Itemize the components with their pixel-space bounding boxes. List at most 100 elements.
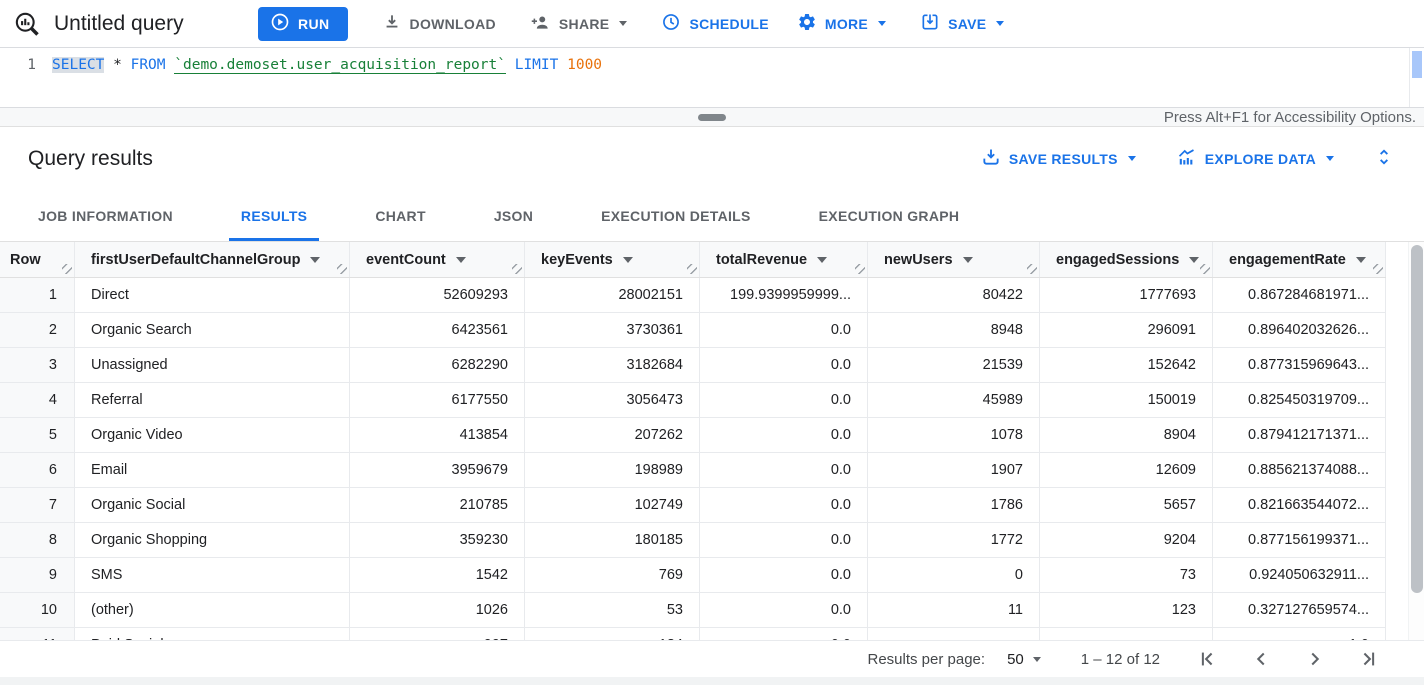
table-scrollbar-thumb[interactable]: [1411, 245, 1423, 593]
column-menu-caret-icon[interactable]: [1189, 256, 1200, 263]
tab-chart[interactable]: CHART: [375, 207, 426, 224]
query-magnifier-icon: [10, 10, 44, 38]
column-menu-caret-icon[interactable]: [622, 256, 633, 263]
table-cell: 80422: [868, 278, 1040, 312]
table-cell: 150019: [1040, 383, 1213, 417]
page-size-select[interactable]: 50: [1007, 651, 1041, 668]
table-cell: 0.867284681971...: [1213, 278, 1386, 312]
table-cell: 198989: [525, 453, 700, 487]
column-resize-handle[interactable]: [512, 264, 522, 274]
table-cell: 0.0: [700, 558, 868, 592]
tab-execution-details[interactable]: EXECUTION DETAILS: [601, 207, 751, 224]
chevron-down-icon: [996, 21, 1005, 26]
column-resize-handle[interactable]: [855, 264, 865, 274]
expand-results-button[interactable]: [1374, 147, 1394, 170]
editor-scrollbar-thumb[interactable]: [1412, 51, 1422, 78]
table-cell: 102749: [525, 488, 700, 522]
column-header-label: totalRevenue: [716, 251, 808, 268]
sql-token[interactable]: 1000: [567, 57, 603, 73]
sql-code-line[interactable]: SELECT * FROM `demo.demoset.user_acquisi…: [52, 55, 602, 75]
table-cell: [868, 628, 1040, 640]
sql-token[interactable]: LIMIT: [514, 57, 559, 73]
table-cell: (other): [75, 593, 350, 627]
row-number-cell: 3: [0, 348, 75, 382]
play-icon: [270, 12, 290, 35]
tab-job-information[interactable]: JOB INFORMATION: [38, 207, 173, 224]
results-title: Query results: [28, 146, 153, 170]
save-results-button[interactable]: SAVE RESULTS: [981, 147, 1136, 170]
table-cell: 152642: [1040, 348, 1213, 382]
schedule-button[interactable]: SCHEDULE: [661, 12, 769, 35]
column-menu-caret-icon[interactable]: [817, 256, 828, 263]
tab-json[interactable]: JSON: [493, 207, 534, 224]
horizontal-scrollbar-track[interactable]: [0, 677, 1424, 685]
table-cell: 1772: [868, 523, 1040, 557]
column-header-Row[interactable]: Row: [0, 242, 75, 277]
download-button[interactable]: DOWNLOAD: [382, 12, 496, 35]
tab-execution-graph[interactable]: EXECUTION GRAPH: [818, 207, 960, 224]
column-resize-handle[interactable]: [1200, 264, 1210, 274]
table-cell: 12609: [1040, 453, 1213, 487]
column-header-totalRevenue[interactable]: totalRevenue: [700, 242, 868, 277]
table-cell: 53: [525, 593, 700, 627]
table-cell: Referral: [75, 383, 350, 417]
sql-token[interactable]: `demo.demoset.user_acquisition_report`: [174, 57, 506, 74]
row-number-cell: 1: [0, 278, 75, 312]
table-scrollbar[interactable]: [1408, 242, 1424, 640]
table-cell: 199.9399959999...: [700, 278, 868, 312]
table-cell: 1026: [350, 593, 525, 627]
results-table: Row firstUserDefaultChannelGroup eventCoun…: [0, 242, 1424, 640]
column-resize-handle[interactable]: [1373, 264, 1383, 274]
column-resize-handle[interactable]: [687, 264, 697, 274]
column-header-firstUserDefaultChannelGroup[interactable]: firstUserDefaultChannelGroup: [75, 242, 350, 277]
table-cell: 0.821663544072...: [1213, 488, 1386, 522]
column-menu-caret-icon[interactable]: [310, 256, 321, 263]
table-cell: 134: [525, 628, 700, 640]
column-header-engagedSessions[interactable]: engagedSessions: [1040, 242, 1213, 277]
first-page-icon[interactable]: [1196, 648, 1218, 670]
sql-token[interactable]: [558, 57, 567, 73]
editor-scrollbar[interactable]: [1409, 48, 1424, 107]
sql-token[interactable]: *: [104, 57, 131, 73]
column-resize-handle[interactable]: [1027, 264, 1037, 274]
row-number-cell: 4: [0, 383, 75, 417]
table-cell: 73: [1040, 558, 1213, 592]
row-number-cell: 9: [0, 558, 75, 592]
column-menu-caret-icon[interactable]: [455, 256, 466, 263]
table-cell: 0.0: [700, 593, 868, 627]
table-cell: 359230: [350, 523, 525, 557]
column-menu-caret-icon[interactable]: [962, 256, 973, 263]
query-title[interactable]: Untitled query: [54, 11, 184, 35]
share-button[interactable]: SHARE: [530, 12, 628, 36]
table-cell: 8948: [868, 313, 1040, 347]
sql-token[interactable]: [166, 57, 175, 73]
table-row: 3 Unassigned 6282290 3182684 0.0 21539 152642 0…: [0, 348, 1386, 383]
chevron-left-icon[interactable]: [1250, 648, 1272, 670]
sql-token[interactable]: SELECT: [52, 57, 105, 73]
column-menu-caret-icon[interactable]: [1355, 256, 1366, 263]
last-page-icon[interactable]: [1358, 648, 1380, 670]
row-number-cell: 5: [0, 418, 75, 452]
table-cell: 0.0: [700, 383, 868, 417]
pane-drag-handle[interactable]: [698, 114, 726, 121]
table-cell: 6177550: [350, 383, 525, 417]
save-button[interactable]: SAVE: [920, 12, 1005, 35]
column-header-label: eventCount: [366, 251, 446, 268]
column-header-newUsers[interactable]: newUsers: [868, 242, 1040, 277]
chevron-right-icon[interactable]: [1304, 648, 1326, 670]
column-resize-handle[interactable]: [62, 264, 72, 274]
table-cell: 11: [868, 593, 1040, 627]
column-resize-handle[interactable]: [337, 264, 347, 274]
row-number-cell: 7: [0, 488, 75, 522]
sql-editor[interactable]: 1 SELECT * FROM `demo.demoset.user_acqui…: [0, 48, 1424, 107]
column-header-keyEvents[interactable]: keyEvents: [525, 242, 700, 277]
column-header-eventCount[interactable]: eventCount: [350, 242, 525, 277]
column-header-engagementRate[interactable]: engagementRate: [1213, 242, 1386, 277]
run-button[interactable]: RUN: [258, 6, 348, 41]
tab-results[interactable]: RESULTS: [228, 190, 320, 241]
more-button[interactable]: MORE: [797, 12, 887, 35]
explore-data-button[interactable]: EXPLORE DATA: [1176, 147, 1334, 171]
sql-token[interactable]: FROM: [130, 57, 166, 73]
sql-token[interactable]: [506, 57, 515, 73]
page-range: 1 – 12 of 12: [1080, 650, 1160, 668]
